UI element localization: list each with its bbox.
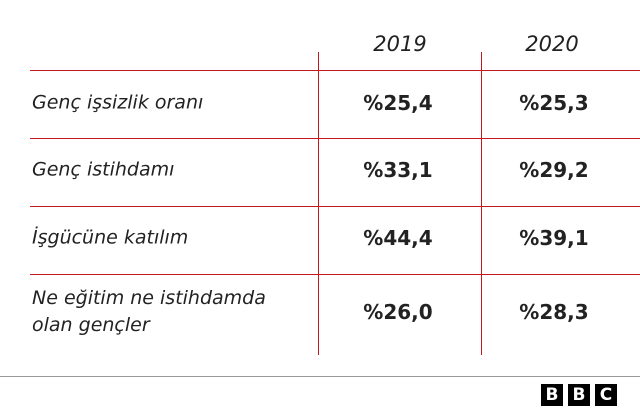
footer-rule (0, 376, 640, 377)
cell-value: %25,3 (519, 91, 589, 115)
row-label: Genç istihdamı (32, 158, 175, 181)
row-divider (30, 138, 640, 139)
row-divider (30, 206, 640, 207)
cell-value: %44,4 (363, 226, 433, 250)
logo-letter: B (568, 384, 590, 406)
cell-value: %39,1 (519, 226, 589, 250)
cell-value: %26,0 (363, 300, 433, 324)
logo-letter: B (541, 384, 563, 406)
row-label: Ne eğitim ne istihdamda olan gençler (32, 287, 266, 336)
logo-letter: C (595, 384, 617, 406)
row-divider (30, 274, 640, 275)
row-label: İşgücüne katılım (32, 226, 189, 249)
column-divider (481, 52, 482, 355)
cell-value: %29,2 (519, 158, 589, 182)
column-divider (318, 52, 319, 355)
column-header: 2019 (373, 32, 427, 56)
cell-value: %25,4 (363, 91, 433, 115)
row-divider (30, 70, 640, 71)
row-label: Genç işsizlik oranı (32, 91, 204, 114)
column-header: 2020 (525, 32, 579, 56)
cell-value: %28,3 (519, 300, 589, 324)
cell-value: %33,1 (363, 158, 433, 182)
